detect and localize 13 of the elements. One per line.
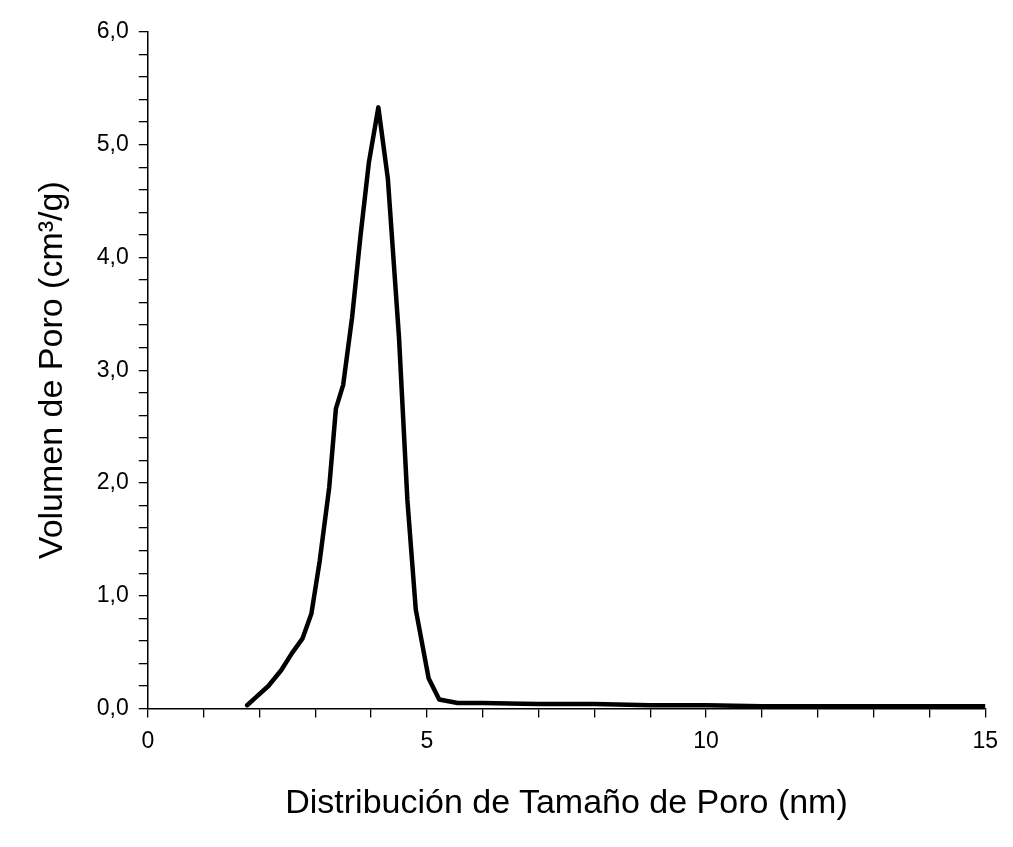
- y-tick-label: 2,0: [96, 468, 129, 495]
- y-axis-title: Volumen de Poro (cm³/g): [30, 181, 69, 560]
- y-tick-label: 3,0: [96, 355, 129, 382]
- y-tick-label: 1,0: [96, 581, 129, 608]
- y-tick-label: 6,0: [96, 17, 129, 44]
- x-tick-label: 15: [972, 726, 999, 753]
- y-tick-label: 0,0: [96, 693, 129, 720]
- x-tick-label: 5: [420, 726, 434, 753]
- y-tick-label: 4,0: [96, 242, 129, 269]
- y-tick-label: 5,0: [96, 129, 129, 156]
- x-tick-label: 10: [693, 726, 719, 753]
- x-tick-label: 0: [141, 726, 155, 753]
- x-axis-title: Distribución de Tamaño de Poro (nm): [285, 781, 848, 820]
